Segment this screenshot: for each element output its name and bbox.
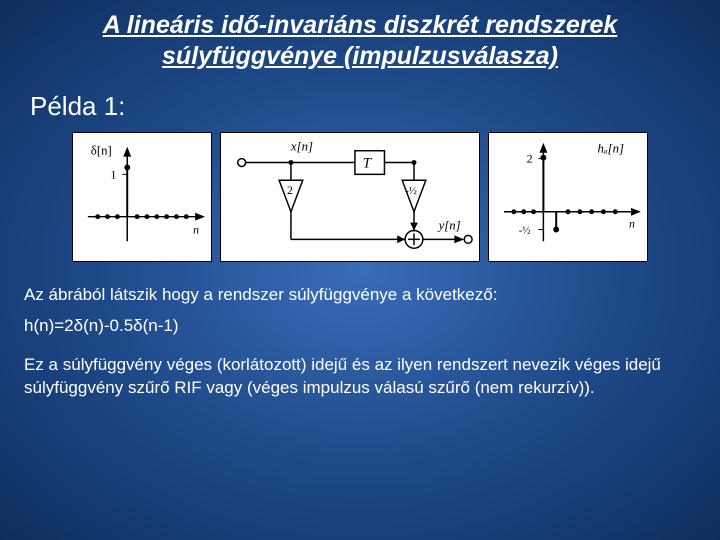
svg-text:δ[n]: δ[n] [91,143,112,157]
svg-text:hₐ[n]: hₐ[n] [598,141,625,155]
example-label: Példa 1: [30,91,702,122]
response-plot: hₐ[n] 2 -½ n [488,132,648,262]
svg-text:1: 1 [110,167,116,181]
title-line-2: súlyfüggvénye (impulzusválasza) [162,42,558,70]
svg-text:-½: -½ [405,185,417,197]
block-diagram: x[n] T 2 -½ [220,132,480,262]
svg-text:2: 2 [527,151,533,165]
svg-text:n: n [193,222,199,236]
svg-text:2: 2 [287,183,293,197]
formula: h(n)=2δ(n)-0.5δ(n-1) [24,316,696,336]
diagram-row: δ[n] 1 n x[n] T 2 [18,132,702,262]
title-line-1: A lineáris idő-invariáns diszkrét rendsz… [103,11,618,39]
svg-text:x[n]: x[n] [290,139,313,153]
body-line-2: Ez a súlyfüggvény véges (korlátozott) id… [24,354,696,400]
slide-title: A lineáris idő-invariáns diszkrét rendsz… [18,10,702,73]
svg-text:-½: -½ [519,224,531,236]
slide: A lineáris idő-invariáns diszkrét rendsz… [0,0,720,420]
svg-text:y[n]: y[n] [437,218,461,232]
impulse-plot: δ[n] 1 n [72,132,212,262]
svg-text:n: n [629,216,635,230]
body-line-1: Az ábrából látszik hogy a rendszer súlyf… [24,284,696,307]
